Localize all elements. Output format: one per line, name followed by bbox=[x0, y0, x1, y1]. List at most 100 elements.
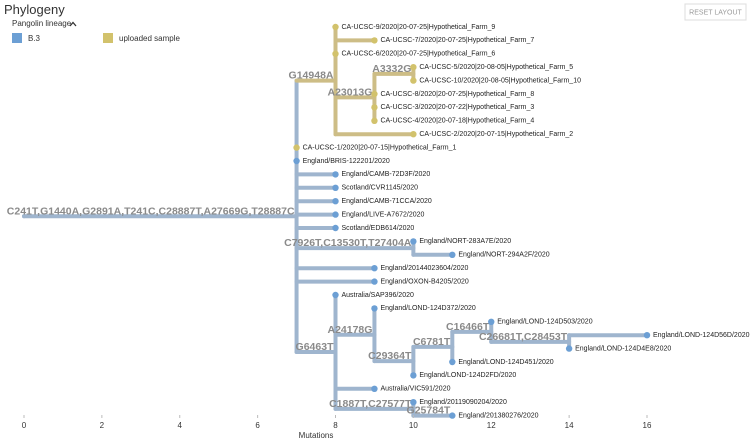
reset-button[interactable]: RESET LAYOUT bbox=[684, 3, 747, 21]
tip bbox=[488, 318, 495, 325]
tip bbox=[332, 50, 339, 57]
tip-label: Australia/VIC591/2020 bbox=[380, 386, 450, 393]
x-tick-label: 0 bbox=[22, 421, 27, 430]
tip bbox=[332, 291, 339, 299]
x-axis-title: Mutations bbox=[299, 431, 334, 440]
legend-swatch bbox=[103, 33, 113, 43]
legend-label: uploaded sample bbox=[119, 34, 180, 43]
tip-label: CA-UCSC-8/2020|20-07-25|Hypothetical_Far… bbox=[380, 91, 534, 98]
tip-label: CA-UCSC-3/2020|20-07-22|Hypothetical_Far… bbox=[380, 104, 534, 111]
tip bbox=[371, 265, 378, 272]
tip bbox=[449, 251, 456, 258]
tip-label: England/LOND-124D372/2020 bbox=[380, 305, 475, 312]
legend: B.3 uploaded sample bbox=[12, 33, 180, 43]
x-tick-label: 10 bbox=[409, 421, 418, 430]
tip-label: Scotland/EDB614/2020 bbox=[342, 225, 415, 232]
panel-title: Phylogeny bbox=[4, 2, 65, 17]
x-tick-label: 12 bbox=[487, 421, 496, 430]
tip bbox=[371, 305, 378, 312]
tip-label: England/20119090204/2020 bbox=[419, 399, 507, 406]
tip-label: CA-UCSC-5/2020|20-08-05|Hypothetical_Far… bbox=[419, 64, 573, 71]
tip-label: England/LIVE-A7672/2020 bbox=[342, 211, 425, 218]
tip-label: England/LOND-124D56D/2020 bbox=[653, 332, 750, 339]
tip-label: England/20144023604/2020 bbox=[380, 265, 468, 272]
tip bbox=[410, 77, 417, 84]
tip-label: England/OXON-B4205/2020 bbox=[380, 278, 468, 285]
x-tick-label: 8 bbox=[333, 421, 338, 430]
tip-label: England/NORT-283A7E/2020 bbox=[419, 238, 511, 245]
reset-button-frame[interactable] bbox=[684, 3, 747, 21]
mutation-label: C1887T,C27577T bbox=[329, 398, 412, 410]
x-axis: 0 2 4 6 8 10 12 14 16 bbox=[22, 415, 652, 430]
x-tick-label: 16 bbox=[643, 421, 652, 430]
tip bbox=[293, 144, 300, 151]
tip bbox=[371, 385, 378, 392]
tip bbox=[410, 63, 417, 71]
tip bbox=[371, 90, 378, 98]
tip bbox=[410, 238, 417, 245]
tip-label: England/CAMB-72D3F/2020 bbox=[342, 171, 431, 178]
tip-label: England/CAMB-71CCA/2020 bbox=[342, 198, 432, 205]
legend-label: B.3 bbox=[28, 34, 41, 43]
legend-toggle[interactable] bbox=[69, 21, 77, 27]
tip-label: England/LOND-124D503/2020 bbox=[497, 319, 592, 326]
x-tick-label: 6 bbox=[255, 421, 260, 430]
tip-label: Scotland/CVR1145/2020 bbox=[342, 185, 419, 192]
tip-label: CA-UCSC-4/2020|20-07-18|Hypothetical_Far… bbox=[380, 118, 534, 125]
tip bbox=[332, 211, 339, 218]
x-tick-label: 4 bbox=[178, 421, 183, 430]
branches bbox=[22, 25, 649, 418]
tree: C241T,G1440A,G2891A,T241C,C28887T,A27669… bbox=[7, 23, 750, 420]
tip-label: CA-UCSC-1/2020|20-07-15|Hypothetical_Far… bbox=[303, 144, 457, 151]
mutation-label: C29364T bbox=[368, 350, 412, 362]
tip bbox=[332, 23, 339, 31]
mutation-label: C16466T bbox=[446, 321, 490, 333]
tip bbox=[643, 332, 651, 339]
tip-label: Australia/SAP396/2020 bbox=[342, 292, 414, 299]
tip bbox=[449, 412, 456, 419]
reset-button-label[interactable]: RESET LAYOUT bbox=[689, 9, 742, 16]
tip bbox=[332, 198, 339, 205]
tip bbox=[332, 171, 339, 178]
tip bbox=[371, 104, 378, 111]
tip bbox=[371, 117, 378, 125]
mutation-label: C26681T,C28453T bbox=[479, 331, 568, 343]
mutation-label: A3332G bbox=[372, 63, 411, 75]
tip-label: CA-UCSC-2/2020|20-07-15|Hypothetical_Far… bbox=[419, 131, 573, 138]
tip bbox=[410, 131, 417, 138]
mutation-label: A23013G bbox=[327, 86, 372, 98]
x-tick-label: 2 bbox=[100, 421, 105, 430]
x-tick-label: 14 bbox=[565, 421, 574, 430]
mutation-label: A24178G bbox=[327, 324, 372, 336]
tip bbox=[332, 184, 339, 191]
legend-swatch bbox=[12, 33, 22, 43]
tip-label: England/BRIS-122201/2020 bbox=[303, 158, 390, 165]
labels: C241T,G1440A,G2891A,T241C,C28887T,A27669… bbox=[7, 24, 750, 420]
mutation-label: G14948A bbox=[289, 70, 334, 82]
tip-label: CA-UCSC-10/2020|20-08-05|Hypothetical_Fa… bbox=[419, 77, 581, 84]
mutation-label: G25784T bbox=[407, 405, 451, 417]
tips bbox=[293, 23, 651, 419]
tip bbox=[332, 224, 339, 232]
tip-label: England/LOND-124D2FD/2020 bbox=[419, 372, 516, 379]
tip-label: CA-UCSC-6/2020|20-07-25|Hypothetical_Far… bbox=[342, 51, 496, 58]
tip bbox=[371, 278, 378, 285]
legend-title[interactable]: Pangolin lineage bbox=[12, 19, 72, 28]
tip-label: CA-UCSC-9/2020|20-07-25|Hypothetical_Far… bbox=[342, 24, 496, 31]
mutation-label: C6781T bbox=[413, 336, 451, 348]
tip-label: England/NORT-294A2F/2020 bbox=[458, 252, 549, 259]
tip bbox=[371, 37, 378, 44]
mutation-label: C7926T,C13530T,T27404A bbox=[284, 237, 412, 249]
tip-label: England/201380276/2020 bbox=[458, 412, 538, 419]
tip-label: England/LOND-124D4E8/2020 bbox=[575, 345, 671, 352]
tip bbox=[410, 399, 417, 406]
tip bbox=[565, 345, 573, 352]
mutation-label: G6463T bbox=[296, 341, 335, 353]
tip bbox=[293, 157, 300, 165]
tip-label: CA-UCSC-7/2020|20-07-25|Hypothetical_Far… bbox=[380, 37, 534, 44]
mutation-label: C241T,G1440A,G2891A,T241C,C28887T,A27669… bbox=[7, 205, 295, 217]
tip bbox=[410, 372, 417, 379]
tip-label: England/LOND-124D451/2020 bbox=[458, 359, 553, 366]
tip bbox=[449, 358, 456, 366]
